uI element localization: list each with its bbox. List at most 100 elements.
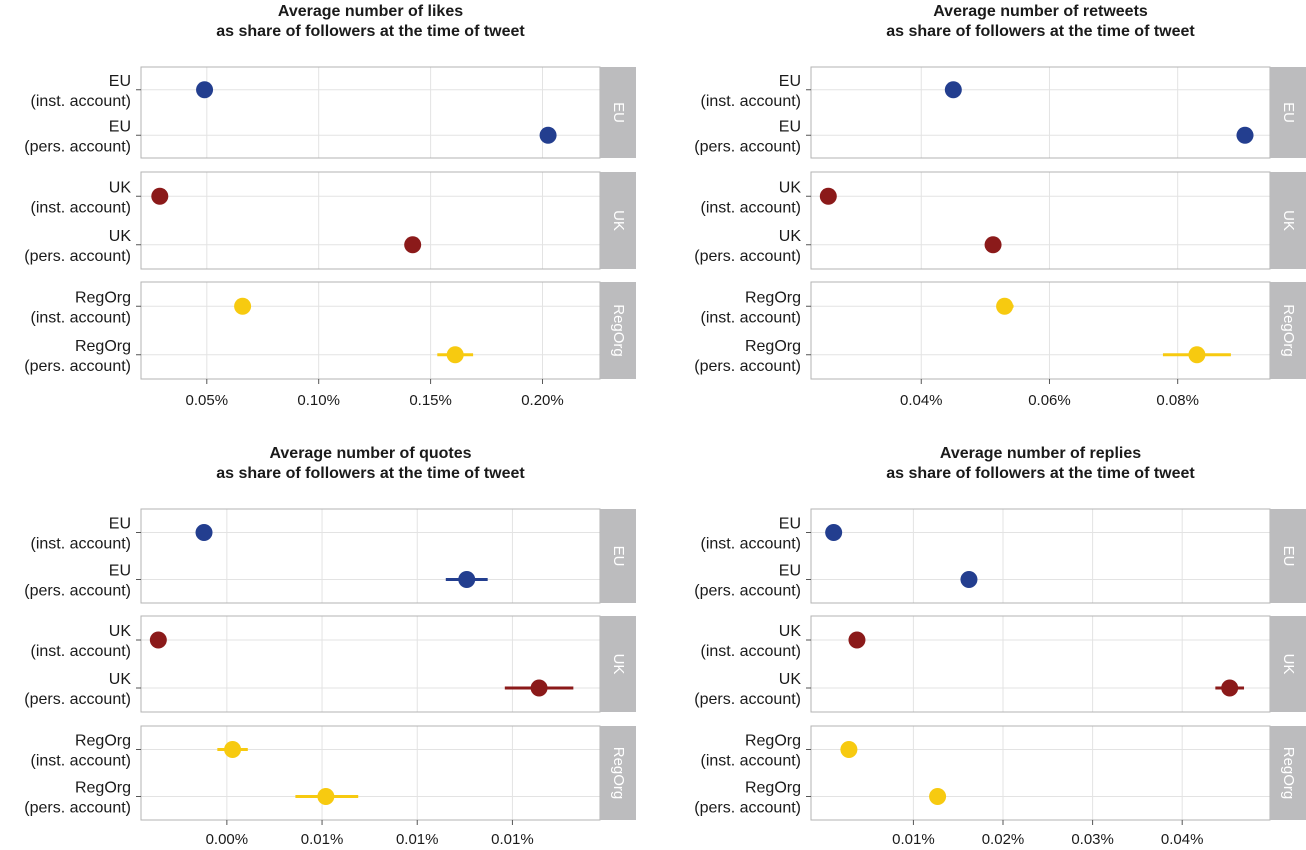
x-tick-label: 0.02%	[982, 831, 1025, 848]
data-point	[1188, 346, 1206, 364]
facet-strip	[600, 172, 636, 269]
row-label: UK (inst. account)	[31, 179, 132, 216]
row-label: EU (inst. account)	[701, 73, 801, 110]
facet-eu: EU EU (inst. account) EU (pers. account)	[694, 66, 1306, 159]
facet-strip-label: UK	[1280, 654, 1297, 675]
facet-strip	[600, 282, 636, 379]
row-label: RegOrg (pers. account)	[24, 338, 131, 375]
facet-eu: EU EU (inst. account) EU (pers. account)	[694, 508, 1306, 604]
facet-strip-label: UK	[610, 210, 627, 231]
facet-eu: EU EU (inst. account) EU (pers. account)	[24, 66, 636, 159]
x-tick-label: 0.01%	[301, 831, 344, 848]
x-tick-label: 0.06%	[1028, 392, 1071, 409]
facet-regorg: RegOrg RegOrg (inst. account) RegOrg (pers. …	[24, 725, 636, 821]
x-tick-label: 0.04%	[900, 392, 943, 409]
data-point	[1221, 679, 1239, 697]
data-point	[317, 788, 335, 805]
facet-uk: UK UK (inst. account) UK (pers. account)	[24, 171, 636, 270]
facet-strip-label: RegOrg	[1280, 304, 1297, 357]
data-point	[960, 571, 978, 588]
chart-title: Average number of likes as share of follo…	[216, 3, 525, 40]
row-label: UK (inst. account)	[31, 623, 132, 660]
row-label: EU (inst. account)	[701, 516, 801, 553]
chart-title: Average number of retweets as share of fo…	[886, 3, 1195, 40]
data-point	[151, 187, 169, 205]
facet-strip	[1270, 726, 1306, 820]
facet-uk: UK UK (inst. account) UK (pers. account)	[694, 615, 1306, 713]
row-label: RegOrg (inst. account)	[701, 289, 801, 326]
row-label: EU (pers. account)	[694, 563, 801, 600]
chart-panel-3: Average number of quotes as share of foll…	[24, 445, 636, 848]
panel-border	[140, 508, 601, 604]
row-label: UK (inst. account)	[701, 623, 802, 660]
panel-border	[140, 281, 601, 380]
facet-uk: UK UK (inst. account) UK (pers. account)	[24, 615, 636, 713]
facet-regorg: RegOrg RegOrg (inst. account) RegOrg (pers. …	[694, 725, 1306, 821]
data-point	[1236, 126, 1254, 144]
facet-strip	[1270, 509, 1306, 603]
row-label: EU (pers. account)	[24, 118, 131, 155]
row-label: UK (pers. account)	[24, 228, 131, 265]
row-label: UK (pers. account)	[694, 228, 801, 265]
row-label: RegOrg (inst. account)	[31, 733, 131, 770]
data-point	[196, 81, 214, 99]
panel-border	[140, 171, 601, 270]
facet-strip-label: EU	[1280, 546, 1297, 567]
x-tick-label: 0.05%	[186, 392, 229, 409]
panel-border	[140, 66, 601, 159]
row-label: UK (inst. account)	[701, 179, 802, 216]
x-tick-label: 0.10%	[297, 392, 340, 409]
data-point	[825, 524, 843, 541]
panel-border	[810, 725, 1271, 821]
data-point	[149, 631, 167, 649]
facet-uk: UK UK (inst. account) UK (pers. account)	[694, 171, 1306, 270]
row-label: EU (pers. account)	[694, 118, 801, 155]
data-point	[819, 187, 837, 205]
panel-border	[810, 171, 1271, 270]
x-tick-label: 0.01%	[892, 831, 935, 848]
row-label: RegOrg (pers. account)	[24, 780, 131, 817]
chart-panel-2: Average number of retweets as share of fo…	[694, 3, 1306, 409]
row-label: RegOrg (pers. account)	[694, 338, 801, 375]
data-point	[929, 788, 947, 805]
panel-border	[140, 725, 601, 821]
x-tick-label: 0.15%	[409, 392, 452, 409]
row-label: RegOrg (inst. account)	[701, 733, 801, 770]
row-label: UK (pers. account)	[24, 671, 131, 708]
data-point	[446, 346, 464, 364]
facet-strip	[1270, 616, 1306, 712]
data-point	[530, 679, 548, 697]
panel-border	[810, 508, 1271, 604]
panel-border	[140, 615, 601, 713]
data-point	[234, 297, 252, 315]
facet-regorg: RegOrg RegOrg (inst. account) RegOrg (pers. …	[694, 281, 1306, 380]
data-point	[195, 524, 213, 541]
facet-strip-label: RegOrg	[610, 304, 627, 357]
data-point	[840, 741, 858, 758]
facet-strip-label: RegOrg	[1280, 747, 1297, 800]
facet-strip-label: EU	[610, 546, 627, 567]
chart-panel-1: Average number of likes as share of follo…	[24, 3, 636, 409]
x-tick-label: 0.01%	[491, 831, 534, 848]
facet-strip	[1270, 172, 1306, 269]
facet-strip	[600, 509, 636, 603]
x-tick-label: 0.20%	[521, 392, 564, 409]
facet-strip-label: RegOrg	[610, 747, 627, 800]
facet-strip-label: UK	[610, 654, 627, 675]
x-tick-label: 0.03%	[1071, 831, 1114, 848]
facet-strip	[1270, 282, 1306, 379]
x-tick-label: 0.08%	[1156, 392, 1199, 409]
facet-strip-label: UK	[1280, 210, 1297, 231]
panel-border	[810, 281, 1271, 380]
data-point	[458, 571, 476, 588]
facet-strip-label: EU	[1280, 102, 1297, 123]
facet-strip-label: EU	[610, 102, 627, 123]
chart-panel-4: Average number of replies as share of fol…	[694, 445, 1306, 848]
row-label: EU (inst. account)	[31, 516, 131, 553]
x-tick-label: 0.04%	[1161, 831, 1204, 848]
data-point	[944, 81, 962, 99]
data-point	[996, 297, 1014, 315]
row-label: EU (pers. account)	[24, 563, 131, 600]
x-tick-label: 0.01%	[396, 831, 439, 848]
